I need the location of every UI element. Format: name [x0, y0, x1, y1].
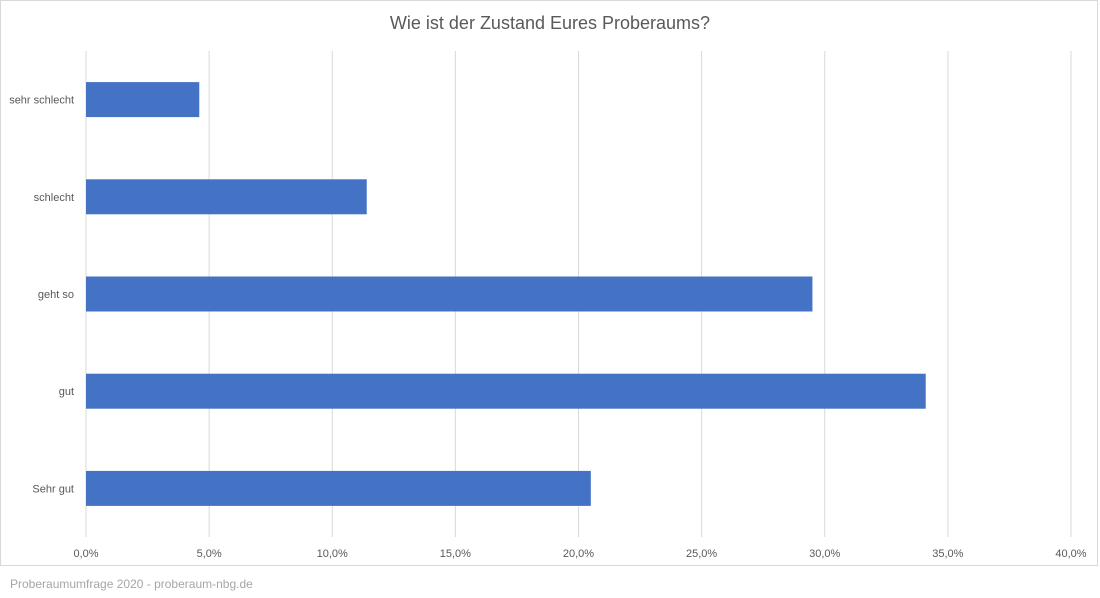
y-category-label: gut: [59, 386, 74, 398]
x-tick-label: 10,0%: [317, 548, 348, 560]
bar: [86, 470, 591, 506]
x-tick-label: 20,0%: [563, 548, 594, 560]
x-tick-label: 0,0%: [73, 548, 98, 560]
y-category-label: sehr schlecht: [9, 95, 74, 107]
footer-note: Proberaumumfrage 2020 - proberaum-nbg.de: [10, 577, 253, 591]
y-category-label: Sehr gut: [32, 483, 74, 495]
bar-chart: 0,0% 5,0% 10,0% 15,0% 20,0% 25,0% 30,0% 35,0% 40…: [9, 51, 1087, 560]
x-tick-label: 35,0%: [932, 548, 963, 560]
bar: [86, 373, 926, 409]
bar: [86, 276, 813, 312]
x-tick-label: 15,0%: [440, 548, 471, 560]
x-tick-label: 25,0%: [686, 548, 717, 560]
x-tick-label: 40,0%: [1055, 548, 1086, 560]
bar: [86, 179, 367, 215]
chart-frame: Wie ist der Zustand Eures Proberaums? 0,…: [0, 0, 1098, 566]
chart-title: Wie ist der Zustand Eures Proberaums?: [389, 13, 711, 33]
y-category-label: schlecht: [34, 192, 74, 204]
bar: [86, 82, 200, 118]
x-tick-label: 5,0%: [197, 548, 222, 560]
x-tick-label: 30,0%: [809, 548, 840, 560]
y-category-label: geht so: [38, 289, 74, 301]
